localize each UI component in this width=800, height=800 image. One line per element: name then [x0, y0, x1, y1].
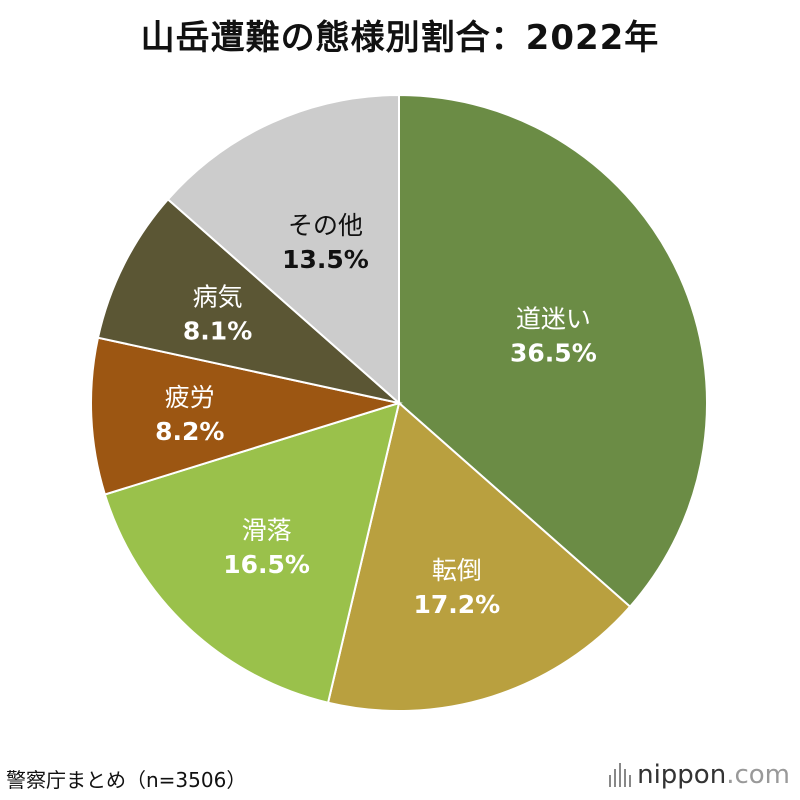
slice-value-4: 8.1%: [183, 316, 252, 345]
brand-name: nippon: [637, 760, 727, 790]
slice-value-3: 8.2%: [155, 417, 224, 446]
slice-label-2: 滑落: [242, 516, 292, 545]
pie-slice-2: [103, 401, 401, 704]
pie-slice-5: [166, 93, 400, 406]
slice-label-3: 疲労: [165, 383, 215, 412]
pie-labels: 道迷い 36.5% 転倒 17.2% 滑落 16.5% 疲労 8.2% 病気 8.1% その他 13.…: [155, 211, 597, 619]
brand-mark-icon: [609, 763, 632, 787]
slice-label-5: その他: [288, 211, 363, 240]
slice-value-2: 16.5%: [223, 550, 310, 579]
brand-logo: nippon.com: [609, 760, 790, 790]
pie-slice-0: [398, 93, 708, 609]
slice-label-4: 病気: [193, 282, 243, 311]
pie-slices: [90, 93, 708, 712]
slice-label-0: 道迷い: [516, 304, 591, 333]
pie-slice-1: [326, 401, 632, 712]
pie-slice-3: [90, 336, 403, 496]
slice-value-0: 36.5%: [510, 338, 597, 367]
slice-label-1: 転倒: [432, 556, 482, 585]
slice-value-1: 17.2%: [414, 590, 501, 619]
source-note: 警察庁まとめ（n=3506）: [6, 768, 247, 792]
pie-slice-4: [96, 197, 403, 405]
slice-value-5: 13.5%: [282, 245, 369, 274]
brand-suffix: .com: [726, 760, 790, 790]
chart-title: 山岳遭難の態様別割合：2022年: [140, 18, 660, 58]
